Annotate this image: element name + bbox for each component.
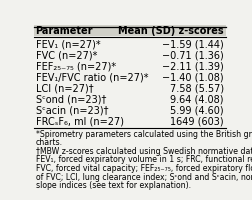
Text: *Spirometry parameters calculated using the British growth reference: *Spirometry parameters calculated using … — [35, 130, 252, 139]
FancyBboxPatch shape — [34, 25, 225, 36]
Text: LCI (n=27)†: LCI (n=27)† — [35, 83, 93, 93]
Text: Mean (SD) z-scores: Mean (SD) z-scores — [118, 26, 223, 36]
Text: 7.58 (5.57): 7.58 (5.57) — [169, 83, 223, 93]
Text: FRCₛF₆, ml (n=27): FRCₛF₆, ml (n=27) — [35, 117, 123, 127]
Text: FVC, forced vital capacity; FEF₂₅₋₇₅, forced expiratory flow at 25–75%: FVC, forced vital capacity; FEF₂₅₋₇₅, fo… — [35, 164, 252, 173]
Text: slope indices (see text for explanation).: slope indices (see text for explanation)… — [35, 181, 190, 190]
Text: 1649 (603): 1649 (603) — [170, 117, 223, 127]
Text: FEV₁, forced expiratory volume in 1 s; FRC, functional residual capacity;: FEV₁, forced expiratory volume in 1 s; F… — [35, 155, 252, 164]
Text: of FVC; LCI, lung clearance index; Sᶜond and Sᶜacin, normalised phase III: of FVC; LCI, lung clearance index; Sᶜond… — [35, 173, 252, 182]
Text: FEV₁/FVC ratio (n=27)*: FEV₁/FVC ratio (n=27)* — [35, 72, 147, 82]
Text: †MBW z-scores calculated using Swedish normative data.: †MBW z-scores calculated using Swedish n… — [35, 147, 252, 156]
Text: Sᶜacin (n=23)†: Sᶜacin (n=23)† — [35, 106, 108, 116]
Text: charts.: charts. — [35, 138, 62, 147]
Text: Sᶜond (n=23)†: Sᶜond (n=23)† — [35, 95, 106, 105]
Text: FEF₂₅₋₇₅ (n=27)*: FEF₂₅₋₇₅ (n=27)* — [35, 61, 115, 71]
Text: −1.59 (1.44): −1.59 (1.44) — [161, 39, 223, 49]
Text: FVC (n=27)*: FVC (n=27)* — [35, 50, 97, 60]
Text: 5.99 (4.60): 5.99 (4.60) — [170, 106, 223, 116]
Text: −2.11 (1.39): −2.11 (1.39) — [161, 61, 223, 71]
Text: FEV₁ (n=27)*: FEV₁ (n=27)* — [35, 39, 100, 49]
Text: 9.64 (4.08): 9.64 (4.08) — [170, 95, 223, 105]
Text: −0.71 (1.36): −0.71 (1.36) — [161, 50, 223, 60]
Text: Parameter: Parameter — [35, 26, 93, 36]
Text: −1.40 (1.08): −1.40 (1.08) — [162, 72, 223, 82]
